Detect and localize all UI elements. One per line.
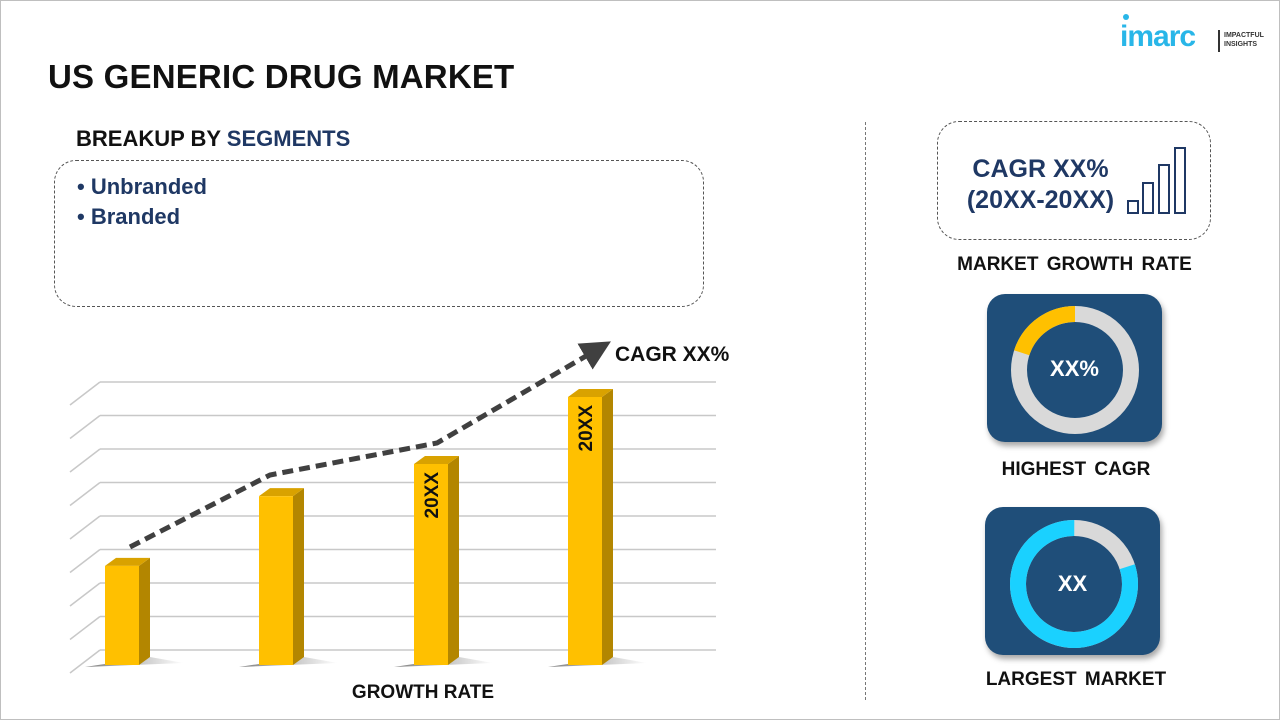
bar-growth-icon <box>1127 147 1186 214</box>
gridline-depth <box>69 615 101 641</box>
bar <box>239 488 338 667</box>
bar-front <box>259 496 293 665</box>
bar-label: 20XX <box>422 472 443 519</box>
x-axis-label: GROWTH RATE <box>352 682 494 703</box>
gridline-depth <box>69 582 101 607</box>
gridline-depth <box>69 448 101 473</box>
cagr-line-2: (20XX-20XX) <box>966 186 1115 214</box>
segments-heading-highlight: SEGMENTS <box>226 126 351 151</box>
bar-front <box>105 565 139 665</box>
logo-tagline-1: IMPACTFUL <box>1224 32 1264 39</box>
gridline-depth <box>69 414 101 440</box>
bar-top <box>105 557 150 566</box>
bar-side <box>448 456 459 665</box>
bar-side <box>139 557 150 665</box>
logo-separator <box>1218 30 1220 52</box>
bar-label: 20XX <box>576 405 597 452</box>
bar-top <box>259 488 304 497</box>
page-title: US GENERIC DRUG MARKET <box>48 58 515 95</box>
segments-box: • Unbranded • Branded <box>54 160 704 307</box>
largest-market-value: XX <box>1057 571 1088 596</box>
logo-dot <box>1123 14 1129 20</box>
bar: 20XX <box>394 456 493 667</box>
segments-heading-prefix: BREAKUP BY <box>76 126 227 151</box>
logo-word: imarc <box>1120 20 1196 53</box>
donut-fill <box>1010 520 1138 648</box>
segment-item: • Unbranded <box>77 174 207 199</box>
segments-heading: BREAKUP BY SEGMENTS <box>76 126 350 152</box>
segment-item: • Branded <box>77 204 181 229</box>
bar-side <box>293 488 304 665</box>
market-growth-rate-label: MARKET GROWTH RATE <box>957 254 1192 275</box>
gridline-depth <box>69 481 101 507</box>
gridline-depth <box>69 548 101 574</box>
cagr-line-1: CAGR XX% <box>972 155 1109 183</box>
bar-side <box>602 389 613 665</box>
gridline-depth <box>69 649 101 674</box>
donut-fill <box>1011 306 1139 434</box>
bar-front <box>568 397 602 665</box>
gridline-depth <box>69 515 101 540</box>
highest-cagr-label: HIGHEST CAGR <box>1001 459 1151 480</box>
largest-market-card: XX <box>985 507 1160 655</box>
bar-top <box>414 456 459 464</box>
gridline-depth <box>69 381 101 406</box>
cagr-box: CAGR XX% (20XX-20XX) <box>937 121 1211 240</box>
logo-tagline-2: INSIGHTS <box>1224 41 1258 48</box>
trend-label: CAGR XX% <box>615 343 730 366</box>
highest-cagr-donut <box>1011 306 1139 434</box>
imarc-logo: imarc IMPACTFUL INSIGHTS <box>1120 12 1280 53</box>
highest-cagr-card: XX% <box>987 294 1162 442</box>
largest-market-label: LARGEST MARKET <box>985 669 1167 690</box>
largest-market-donut <box>1010 520 1138 648</box>
bar <box>85 557 184 667</box>
cagr-text: CAGR XX% (20XX-20XX) <box>938 154 1143 216</box>
growth-chart: 20XX 20XX CAGR XX% GROWTH RATE <box>69 341 730 703</box>
vertical-divider <box>865 122 866 700</box>
bar-top <box>568 389 613 397</box>
trend-arrow <box>128 341 611 550</box>
bar: 20XX <box>548 389 647 667</box>
highest-cagr-value: XX% <box>1050 356 1099 381</box>
logo-tagline: IMPACTFUL INSIGHTS <box>1224 31 1264 49</box>
bar-front <box>414 464 448 665</box>
